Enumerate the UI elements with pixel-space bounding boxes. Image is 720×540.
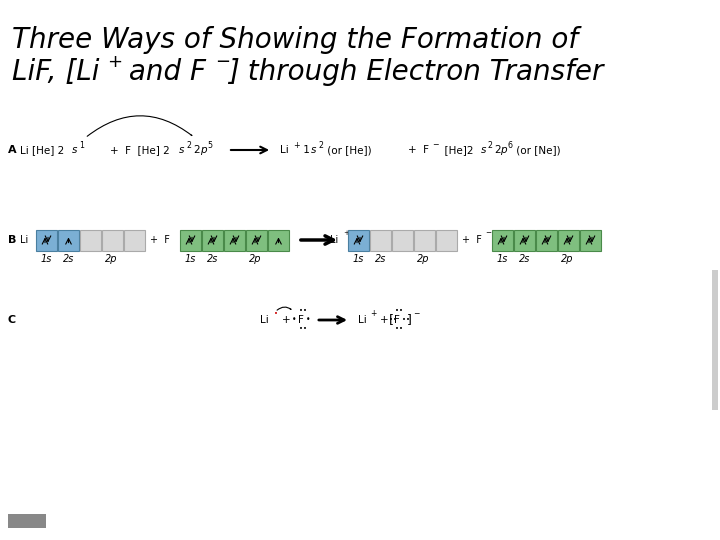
- Text: +  F: + F: [150, 235, 170, 245]
- Bar: [268, 230, 289, 251]
- Text: Li: Li: [358, 315, 366, 325]
- Text: 2s: 2s: [63, 253, 74, 264]
- Bar: [348, 230, 369, 251]
- Text: ••: ••: [395, 308, 403, 314]
- Text: p: p: [500, 145, 507, 155]
- Bar: [8, 514, 46, 528]
- Bar: [492, 230, 513, 251]
- Text: [: [: [389, 314, 394, 327]
- Text: 1s: 1s: [185, 253, 196, 264]
- Text: +: +: [107, 53, 122, 71]
- Text: Li: Li: [260, 315, 269, 325]
- Text: s: s: [179, 145, 184, 155]
- Text: +  F: + F: [462, 235, 482, 245]
- Text: 1: 1: [300, 145, 310, 155]
- Bar: [58, 230, 79, 251]
- Text: •: •: [274, 311, 278, 317]
- Bar: [224, 230, 245, 251]
- Text: p: p: [200, 145, 207, 155]
- Text: Li: Li: [330, 235, 338, 245]
- Text: ] through Electron Transfer: ] through Electron Transfer: [228, 58, 603, 86]
- Text: +: +: [282, 315, 291, 325]
- Text: (or [Ne]): (or [Ne]): [513, 145, 561, 155]
- Text: F: F: [298, 315, 304, 325]
- Text: [He]2: [He]2: [438, 145, 474, 155]
- Text: ••: ••: [299, 326, 307, 332]
- Text: •: •: [306, 315, 310, 325]
- Bar: [392, 230, 413, 251]
- Bar: [514, 230, 535, 251]
- Text: +  F: + F: [408, 145, 429, 155]
- Bar: [536, 230, 557, 251]
- Text: 1: 1: [79, 140, 84, 150]
- Text: +: +: [380, 315, 389, 325]
- Text: 1s: 1s: [41, 253, 52, 264]
- Text: 2s: 2s: [207, 253, 218, 264]
- Text: 1s: 1s: [497, 253, 508, 264]
- Text: +: +: [343, 230, 349, 236]
- Bar: [370, 230, 391, 251]
- Text: Three Ways of Showing the Formation of: Three Ways of Showing the Formation of: [12, 26, 578, 54]
- Text: C: C: [8, 315, 16, 325]
- Text: 5: 5: [207, 140, 212, 150]
- Text: 2: 2: [487, 140, 492, 150]
- Text: 1s: 1s: [353, 253, 364, 264]
- Bar: [202, 230, 223, 251]
- Text: •: •: [292, 315, 297, 325]
- Text: ]: ]: [407, 314, 412, 327]
- Bar: [102, 230, 123, 251]
- Text: −: −: [485, 230, 491, 236]
- Text: Li: Li: [20, 235, 28, 245]
- Text: 2: 2: [318, 140, 323, 150]
- Text: (or [He]): (or [He]): [324, 145, 372, 155]
- Text: Li [He] 2: Li [He] 2: [20, 145, 64, 155]
- Bar: [180, 230, 201, 251]
- Text: 2p: 2p: [105, 253, 118, 264]
- Text: 2s: 2s: [375, 253, 386, 264]
- Text: +: +: [370, 309, 377, 319]
- Text: 2: 2: [186, 140, 191, 150]
- FancyArrowPatch shape: [87, 116, 192, 136]
- Text: −: −: [432, 140, 438, 150]
- Text: A: A: [8, 145, 17, 155]
- Text: 2s: 2s: [519, 253, 530, 264]
- Text: s: s: [72, 145, 77, 155]
- Text: 2: 2: [193, 145, 199, 155]
- Text: LiF, [Li: LiF, [Li: [12, 58, 99, 86]
- Text: B: B: [8, 235, 17, 245]
- Text: s: s: [311, 145, 316, 155]
- Bar: [712, 270, 718, 410]
- Bar: [414, 230, 435, 251]
- Bar: [36, 230, 57, 251]
- FancyArrowPatch shape: [277, 307, 291, 310]
- Text: +  F  [He] 2: + F [He] 2: [110, 145, 170, 155]
- Bar: [580, 230, 601, 251]
- Text: s: s: [481, 145, 487, 155]
- Text: +: +: [293, 140, 300, 150]
- Text: −: −: [413, 309, 419, 319]
- Text: −: −: [215, 53, 230, 71]
- Text: 2: 2: [494, 145, 500, 155]
- Bar: [80, 230, 101, 251]
- Text: ••: ••: [402, 317, 410, 323]
- Text: F: F: [394, 315, 400, 325]
- Text: and F: and F: [120, 58, 206, 86]
- Bar: [436, 230, 457, 251]
- Text: 2p: 2p: [249, 253, 262, 264]
- Text: 6: 6: [507, 140, 512, 150]
- Bar: [124, 230, 145, 251]
- Text: ••: ••: [299, 308, 307, 314]
- Text: ••: ••: [389, 317, 397, 323]
- Text: 2p: 2p: [418, 253, 430, 264]
- Text: 2p: 2p: [562, 253, 574, 264]
- Text: ••: ••: [395, 326, 403, 332]
- Text: Li: Li: [280, 145, 289, 155]
- Bar: [558, 230, 579, 251]
- Bar: [246, 230, 267, 251]
